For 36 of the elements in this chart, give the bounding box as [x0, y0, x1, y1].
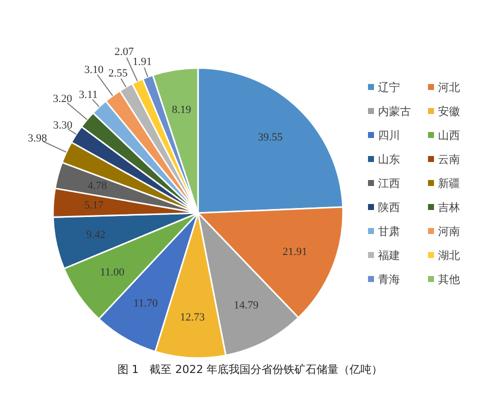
legend-label: 吉林 — [438, 200, 460, 214]
data-label: 39.55 — [258, 132, 284, 144]
legend-label: 福建 — [378, 248, 400, 262]
data-label: 3.20 — [52, 93, 73, 106]
legend-label: 内蒙古 — [378, 104, 411, 118]
data-label: 3.98 — [28, 132, 48, 145]
legend-label: 山西 — [438, 128, 460, 142]
data-label: 14.79 — [234, 300, 259, 312]
data-label: 21.91 — [282, 246, 308, 258]
legend-label: 甘肃 — [378, 224, 400, 238]
data-label: 12.73 — [180, 311, 206, 324]
data-label: 11.70 — [133, 297, 158, 310]
legend-label: 湖北 — [438, 248, 460, 262]
legend-label: 新疆 — [438, 176, 460, 190]
data-label: 3.30 — [53, 120, 73, 132]
text: 图 1 截至 2022 年底我国分省份铁矿石储量（亿吨） — [116, 362, 384, 377]
legend-label: 江西 — [378, 176, 400, 190]
legend-label: 辽宁 — [378, 80, 400, 94]
legend-label: 四川 — [378, 128, 400, 142]
data-label: 9.42 — [86, 228, 106, 241]
legend-label: 陕西 — [378, 200, 400, 214]
data-label: 2.55 — [108, 67, 128, 80]
data-label: 2.07 — [114, 46, 134, 58]
data-label: 3.11 — [78, 89, 98, 102]
data-label: 8.19 — [172, 104, 192, 116]
data-label: 11.00 — [100, 266, 125, 278]
legend-label: 河南 — [438, 224, 460, 238]
legend-label: 其他 — [438, 272, 460, 286]
legend-label: 青海 — [378, 272, 400, 286]
data-label: 5.17 — [84, 200, 104, 212]
legend-label: 河北 — [438, 80, 460, 94]
legend-label: 安徽 — [438, 104, 460, 118]
data-label: 3.10 — [84, 64, 104, 76]
legend-label: 云南 — [438, 152, 460, 166]
legend-label: 山东 — [378, 152, 400, 166]
data-label: 1.91 — [132, 56, 152, 68]
